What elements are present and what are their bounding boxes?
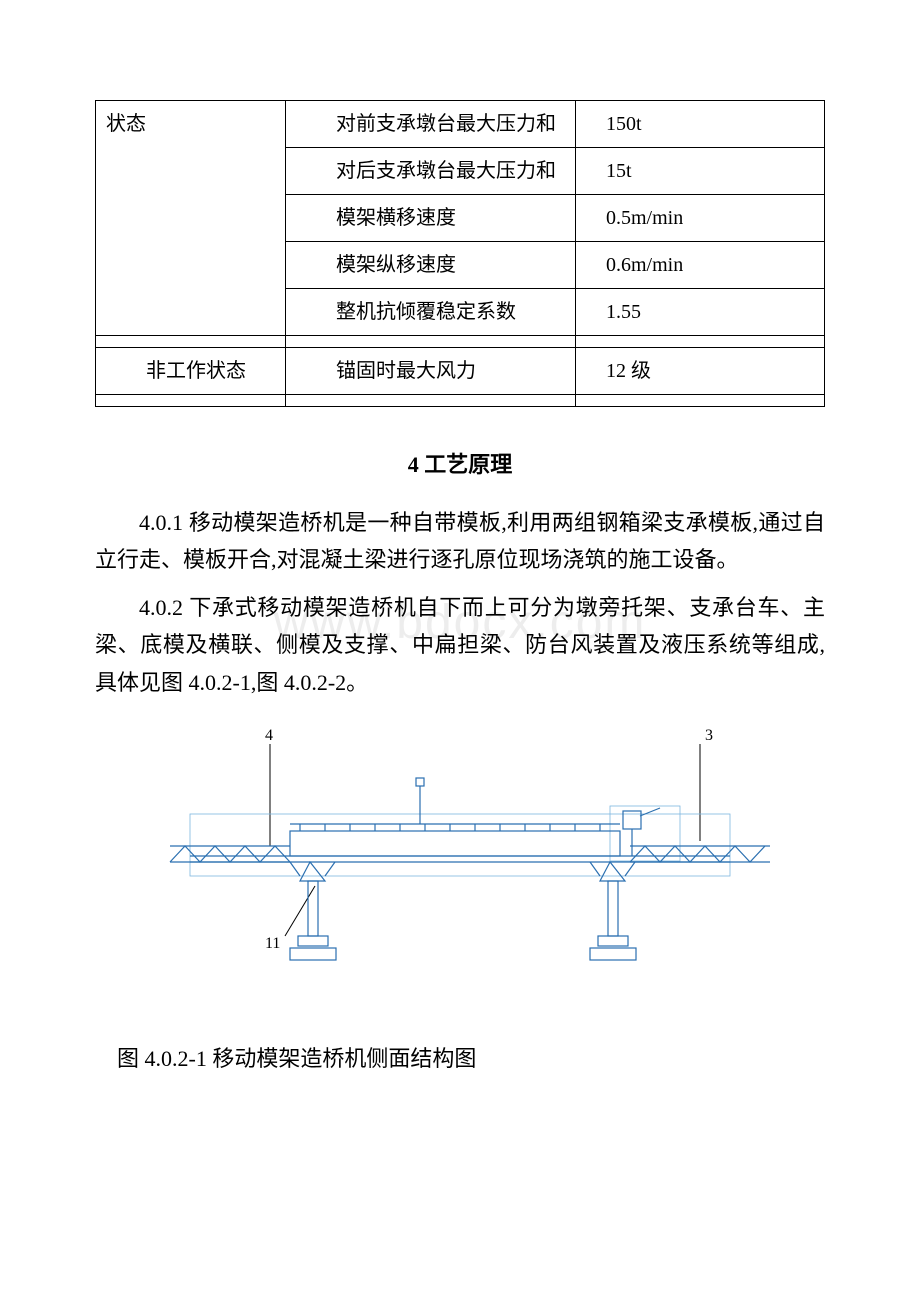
diagram-label-4: 4 [265,727,273,744]
param-value-cell: 1.55 [576,289,825,336]
param-value-cell: 15t [576,148,825,195]
diagram-label-3: 3 [705,727,713,744]
diagram-label-11: 11 [265,935,280,952]
bridge-machine-diagram: 4 3 11 [140,726,780,1006]
param-name-cell: 锚固时最大风力 [286,348,576,395]
param-value-cell: 12 级 [576,348,825,395]
figure-caption: 图 4.0.2-1 移动模架造桥机侧面结构图 [95,1041,825,1073]
table-spacer-row [96,395,825,407]
table-row: 状态 对前支承墩台最大压力和 150t [96,101,825,148]
paragraph: 4.0.1 移动模架造桥机是一种自带模板,利用两组钢箱梁支承模板,通过自立行走、… [95,504,825,579]
param-name-cell: 模架纵移速度 [286,242,576,289]
figure-container: 4 3 11 [95,726,825,1006]
paragraph: 4.0.2 下承式移动模架造桥机自下而上可分为墩旁托架、支承台车、主梁、底模及横… [95,589,825,701]
table-row: 非工作状态 锚固时最大风力 12 级 [96,348,825,395]
row-state-cell: 状态 [96,101,286,336]
param-value-cell: 0.6m/min [576,242,825,289]
row-state-cell: 非工作状态 [96,348,286,395]
param-name-cell: 模架横移速度 [286,195,576,242]
param-name-cell: 整机抗倾覆稳定系数 [286,289,576,336]
table-spacer-row [96,336,825,348]
section-heading: 4 工艺原理 [95,447,825,479]
param-value-cell: 150t [576,101,825,148]
param-name-cell: 对后支承墩台最大压力和 [286,148,576,195]
parameters-table: 状态 对前支承墩台最大压力和 150t 对后支承墩台最大压力和 15t 模架横移… [95,100,825,407]
param-value-cell: 0.5m/min [576,195,825,242]
param-name-cell: 对前支承墩台最大压力和 [286,101,576,148]
page-content: 状态 对前支承墩台最大压力和 150t 对后支承墩台最大压力和 15t 模架横移… [95,100,825,1073]
